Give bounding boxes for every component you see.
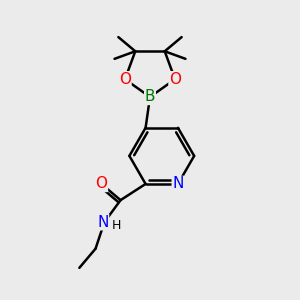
Text: O: O [169,72,181,87]
Text: O: O [95,176,107,191]
Text: O: O [119,72,131,87]
Text: N: N [97,215,109,230]
Text: B: B [145,89,155,104]
Text: N: N [172,176,184,191]
Text: H: H [112,219,121,232]
